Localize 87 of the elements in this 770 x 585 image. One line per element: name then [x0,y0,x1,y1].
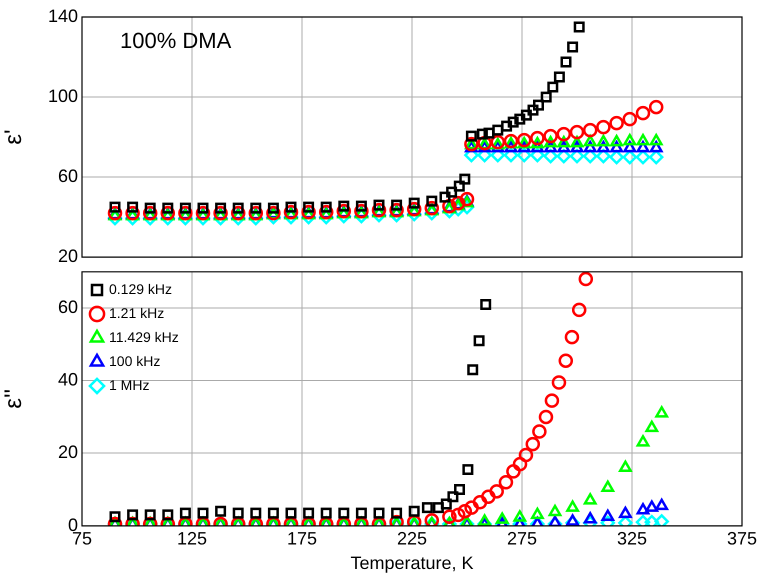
point [446,186,458,198]
point [544,393,560,408]
point [501,120,512,132]
legend-label: 100 kHz [109,352,160,369]
point [508,116,519,128]
point [609,150,624,164]
point [645,420,658,432]
x-tick-label: 175 [286,528,318,549]
point [552,375,566,390]
point [533,100,544,111]
point [654,514,669,526]
point [572,302,586,318]
point [474,335,485,346]
point [528,104,538,116]
x-tick-label: 325 [616,528,648,549]
point [610,134,624,146]
point [636,134,650,146]
point [480,298,492,310]
point [655,406,668,418]
point [543,128,558,144]
point [516,132,532,148]
legend-label: 11.429 kHz [109,328,179,345]
point [540,92,552,103]
point [618,460,632,472]
point [567,42,578,53]
point [566,500,580,512]
point [636,106,650,120]
point [484,128,494,139]
point [636,150,650,164]
point [538,410,554,424]
y-tick-label: 140 [48,6,78,26]
point [459,174,470,185]
y-axis-title: ε' [0,129,28,145]
legend-label: 1 MHz [109,376,150,393]
point [547,82,558,93]
x-tick-label: 225 [396,528,428,549]
y-tick-label: 100 [48,86,78,106]
point [556,126,572,142]
point [601,480,614,492]
point [520,110,532,121]
x-tick-label: 275 [506,528,538,549]
point [609,116,624,130]
y-tick-label: 20 [58,246,78,266]
point [648,100,664,114]
point [584,493,597,505]
point [496,512,509,524]
point [558,353,574,368]
point [582,122,598,138]
point [650,134,663,146]
point [530,508,544,520]
point [454,180,465,192]
point [622,112,638,126]
x-tick-label: 375 [726,528,758,549]
point [426,196,438,207]
point [532,424,547,439]
point [554,72,565,83]
point [596,120,611,134]
point [440,192,450,203]
y-tick-label: 60 [58,166,78,186]
point [623,134,636,146]
point [467,364,478,376]
y-tick-label: 40 [58,370,78,390]
point [574,22,585,32]
y-axis-title: ε'' [0,388,28,409]
point [596,134,610,146]
legend-label: 1.21 kHz [109,304,164,321]
point [548,504,562,516]
point [622,150,638,164]
point [560,56,572,68]
point [514,114,526,125]
point [578,272,594,286]
point [466,130,477,142]
point [526,436,540,452]
point [648,150,664,164]
legend-label: 0.129 kHz [109,280,172,297]
x-tick-label: 125 [176,528,208,549]
x-axis-title: Temperature, K [350,553,474,574]
point [492,124,504,136]
point [476,128,488,140]
point [570,124,584,140]
y-tick-label: 60 [58,297,78,318]
annotation: 100% DMA [120,28,232,54]
point [530,130,545,146]
point [564,330,580,344]
point [513,510,526,522]
y-tick-label: 20 [58,442,78,462]
point [636,435,650,447]
